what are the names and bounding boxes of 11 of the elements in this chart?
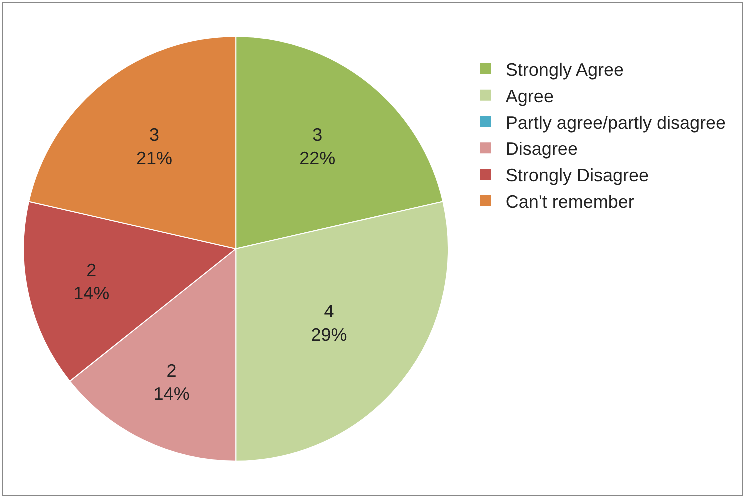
data-label: 3 22% <box>300 125 336 168</box>
legend-label: Can't remember <box>506 192 634 212</box>
legend-label: Strongly Disagree <box>506 166 649 186</box>
data-label: 2 14% <box>154 360 190 404</box>
legend-label: Partly agree/partly disagree <box>506 112 726 133</box>
data-label: 2 14% <box>74 260 110 304</box>
legend-label: Disagree <box>506 139 578 160</box>
data-label: 3 21% <box>136 125 173 168</box>
legend-label: Strongly Agree <box>506 60 624 80</box>
legend-label: Agree <box>506 86 554 106</box>
data-label: 4 29% <box>311 302 348 346</box>
